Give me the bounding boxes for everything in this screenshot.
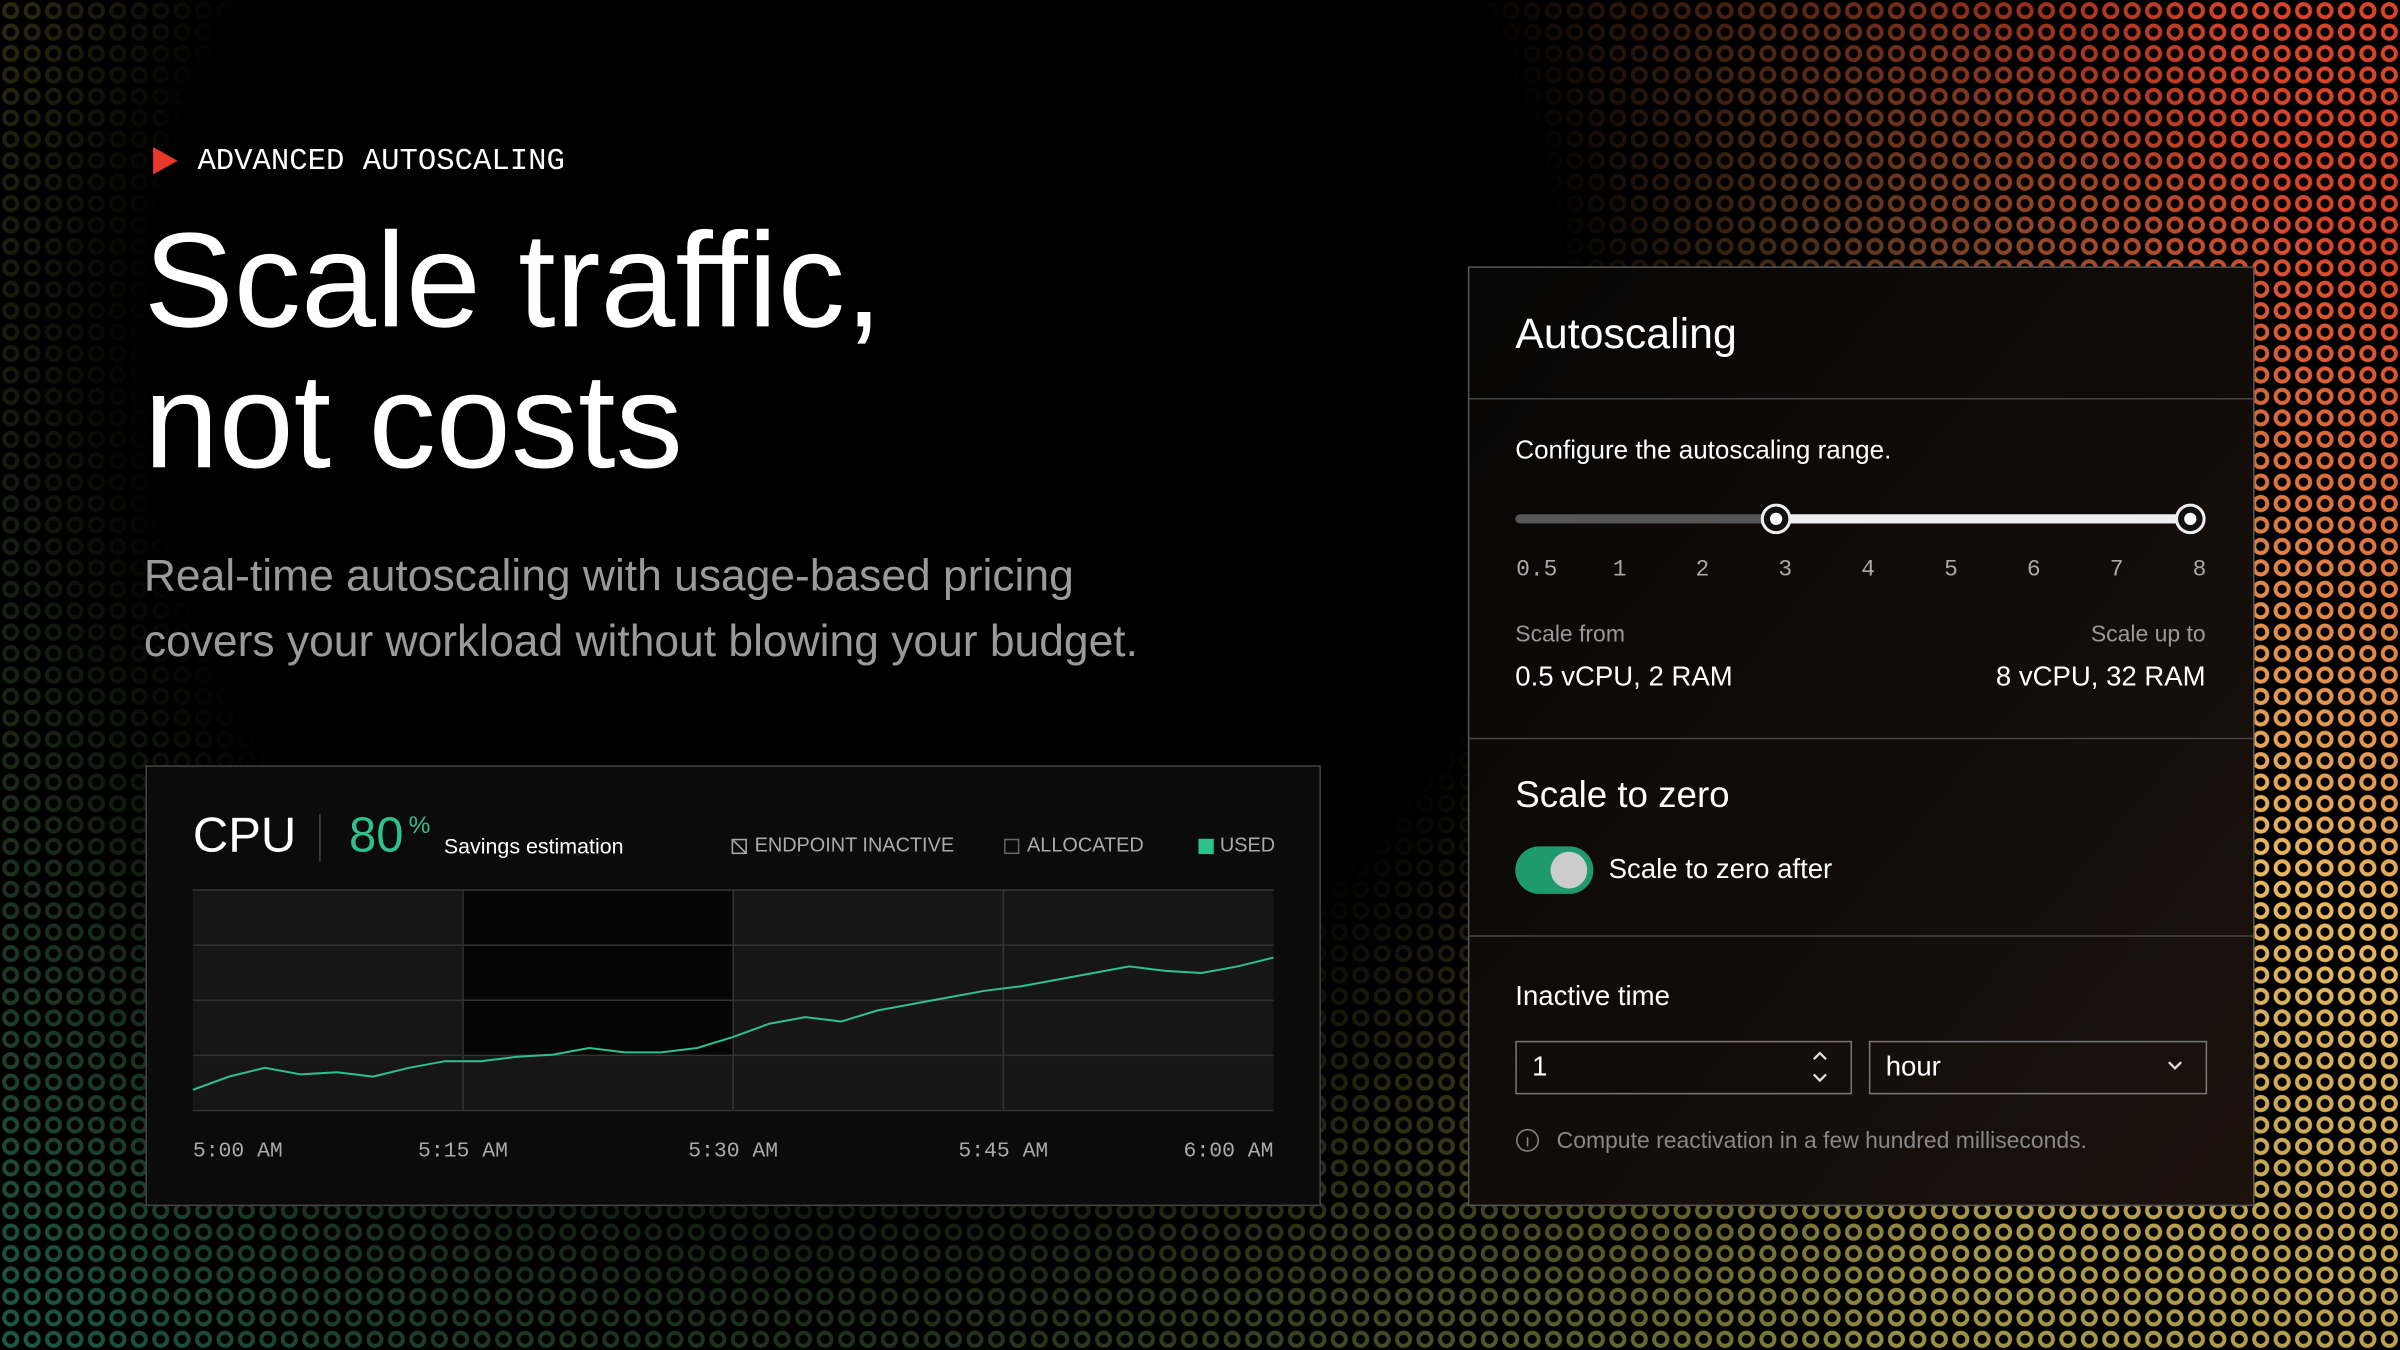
note: Compute reactivation in a few hundred mi…	[1557, 1127, 2087, 1153]
info-icon	[1516, 1128, 1540, 1152]
headline: not costs	[144, 345, 683, 496]
toggle-label: Scale to zero after	[1609, 853, 1833, 884]
x-tick-label: 5:45 AM	[958, 1140, 1048, 1164]
eyebrow: ADVANCED AUTOSCALING	[197, 145, 564, 179]
from-value: 0.5 vCPU, 2 RAM	[1515, 660, 1732, 691]
section-title: Inactive time	[1515, 980, 1670, 1011]
toggle-knob	[1550, 851, 1588, 889]
section-title: Scale to zero	[1515, 774, 1729, 815]
input-value: 1	[1532, 1051, 1547, 1082]
panel-title: Autoscaling	[1515, 310, 1736, 358]
autoscaling-panel: Autoscaling Configure the autoscaling ra…	[1467, 266, 2255, 1207]
slider-range	[1776, 514, 2191, 524]
to-value: 8 vCPU, 32 RAM	[1996, 660, 2206, 691]
stepper[interactable]	[1812, 1051, 1827, 1083]
slider-tick-label: 0.5	[1516, 556, 1557, 582]
from-label: Scale from	[1515, 620, 1625, 646]
x-tick-label: 5:15 AM	[418, 1140, 508, 1164]
select-value: hour	[1886, 1051, 1941, 1082]
slider-tick-label: 5	[1944, 556, 1958, 582]
slider-tick-label: 7	[2110, 556, 2124, 582]
select[interactable]	[1868, 1040, 2208, 1095]
savings-unit: %	[409, 812, 431, 839]
eyebrow-icon	[153, 146, 178, 175]
slider-tick-label: 3	[1778, 556, 1792, 582]
to-label: Scale up to	[2091, 620, 2206, 646]
legend-icon	[731, 838, 747, 855]
range-label: Configure the autoscaling range.	[1515, 434, 1891, 464]
slider-tick-label: 1	[1613, 556, 1627, 582]
legend-icon	[1004, 838, 1020, 855]
slider-tick-label: 4	[1861, 556, 1875, 582]
x-tick-label: 6:00 AM	[1184, 1140, 1274, 1164]
inactive-region	[462, 889, 734, 1055]
slider-tick-label: 8	[2193, 556, 2207, 582]
legend-label: USED	[1220, 835, 1275, 857]
cpu-label: CPU	[193, 809, 296, 863]
legend-label: ALLOCATED	[1027, 835, 1144, 857]
legend-label: ENDPOINT INACTIVE	[755, 835, 955, 857]
headline: Scale traffic,	[144, 204, 883, 355]
savings-value: 80	[349, 809, 403, 863]
slider-tick-label: 6	[2027, 556, 2041, 582]
panel	[1467, 266, 2255, 1207]
slider-handle-dot	[1769, 512, 1783, 525]
subtitle: Real-time autoscaling with usage-based p…	[144, 551, 1074, 600]
x-tick-label: 5:30 AM	[688, 1140, 778, 1164]
legend-icon	[732, 839, 746, 854]
number-input[interactable]	[1515, 1040, 1853, 1095]
cpu-card: CPU 80 % Savings estimation ENDPOINT INA…	[145, 765, 1321, 1207]
slider-tick-label: 2	[1696, 556, 1710, 582]
x-tick-label: 5:00 AM	[193, 1140, 283, 1164]
savings-label: Savings estimation	[444, 835, 624, 859]
slider-handle-dot	[2184, 512, 2197, 525]
chevron	[2168, 1061, 2182, 1070]
usage-line	[192, 956, 1274, 1091]
legend-icon	[1198, 838, 1214, 855]
subtitle: covers your workload without blowing you…	[144, 617, 1138, 666]
